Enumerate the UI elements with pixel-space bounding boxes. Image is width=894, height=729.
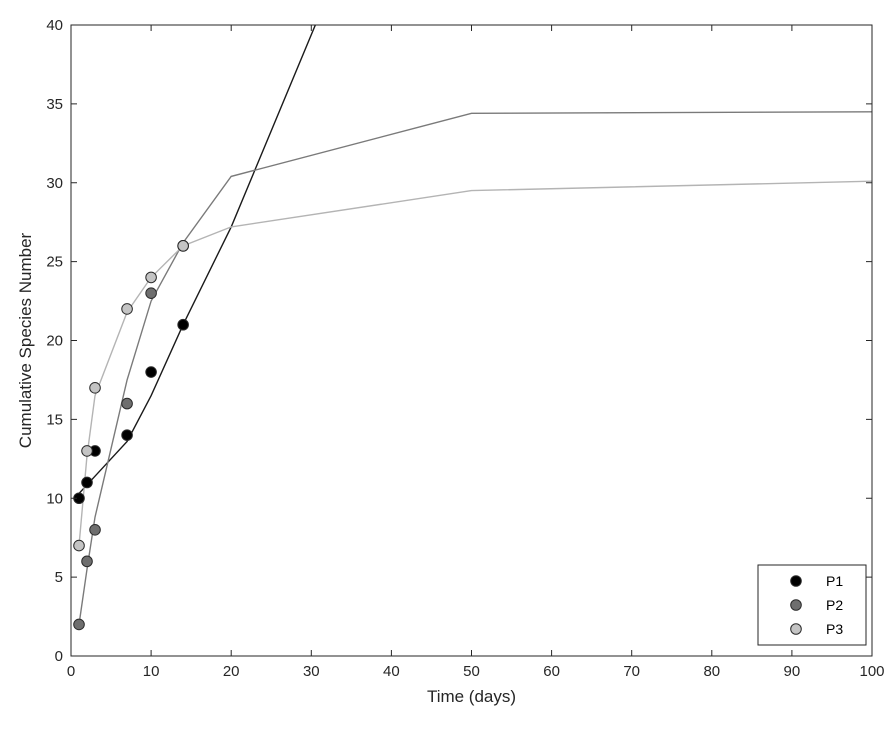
legend-marker-p1 (790, 575, 802, 587)
legend-marker-p3 (790, 623, 802, 635)
x-axis-title: Time (days) (427, 687, 516, 706)
y-tick-label: 5 (55, 569, 63, 586)
y-tick-label: 40 (46, 17, 63, 34)
x-tick-label: 40 (383, 663, 400, 680)
x-tick-label: 10 (143, 663, 160, 680)
y-tick-label: 35 (46, 96, 63, 113)
legend-label-p2: P2 (826, 597, 843, 613)
point-p3 (145, 271, 157, 284)
point-p2 (89, 524, 101, 536)
point-p3 (81, 445, 93, 457)
x-tick-label: 20 (223, 663, 240, 680)
y-axis-title: Cumulative Species Number (16, 232, 35, 448)
point-p1 (145, 366, 157, 378)
x-tick-label: 50 (463, 663, 480, 680)
point-p2 (73, 618, 85, 631)
legend-box (757, 564, 867, 646)
legend-marker-p2 (790, 599, 802, 611)
x-tick-label: 0 (67, 663, 75, 680)
y-axis-ticks: 0 5 10 15 20 25 30 35 40 (46, 17, 872, 665)
y-tick-label: 10 (46, 490, 63, 507)
point-p3 (73, 539, 85, 552)
point-p2 (145, 287, 157, 299)
fit-line-p2 (78, 111, 872, 625)
x-tick-label: 80 (703, 663, 720, 680)
point-p2 (121, 397, 133, 410)
point-p3 (89, 382, 101, 394)
point-p3 (121, 303, 133, 315)
point-p1 (81, 476, 93, 489)
data-points (73, 240, 189, 631)
x-tick-label: 70 (623, 663, 640, 680)
y-tick-label: 0 (55, 648, 63, 665)
x-tick-label: 90 (784, 663, 801, 680)
point-p3 (177, 240, 189, 252)
x-tick-label: 100 (859, 663, 884, 680)
x-tick-label: 60 (543, 663, 560, 680)
y-tick-label: 30 (46, 175, 63, 192)
y-tick-label: 15 (46, 411, 63, 428)
legend-label-p1: P1 (826, 573, 843, 589)
x-axis-ticks: 0 10 20 30 40 50 60 70 80 90 100 (67, 25, 885, 680)
legend: P1 P2 P3 (757, 564, 867, 646)
x-tick-label: 30 (303, 663, 320, 680)
y-tick-label: 25 (46, 254, 63, 271)
y-tick-label: 20 (46, 333, 63, 350)
legend-label-p3: P3 (826, 621, 843, 637)
point-p2 (81, 555, 93, 568)
point-p1 (121, 429, 133, 441)
point-p1 (177, 318, 189, 331)
